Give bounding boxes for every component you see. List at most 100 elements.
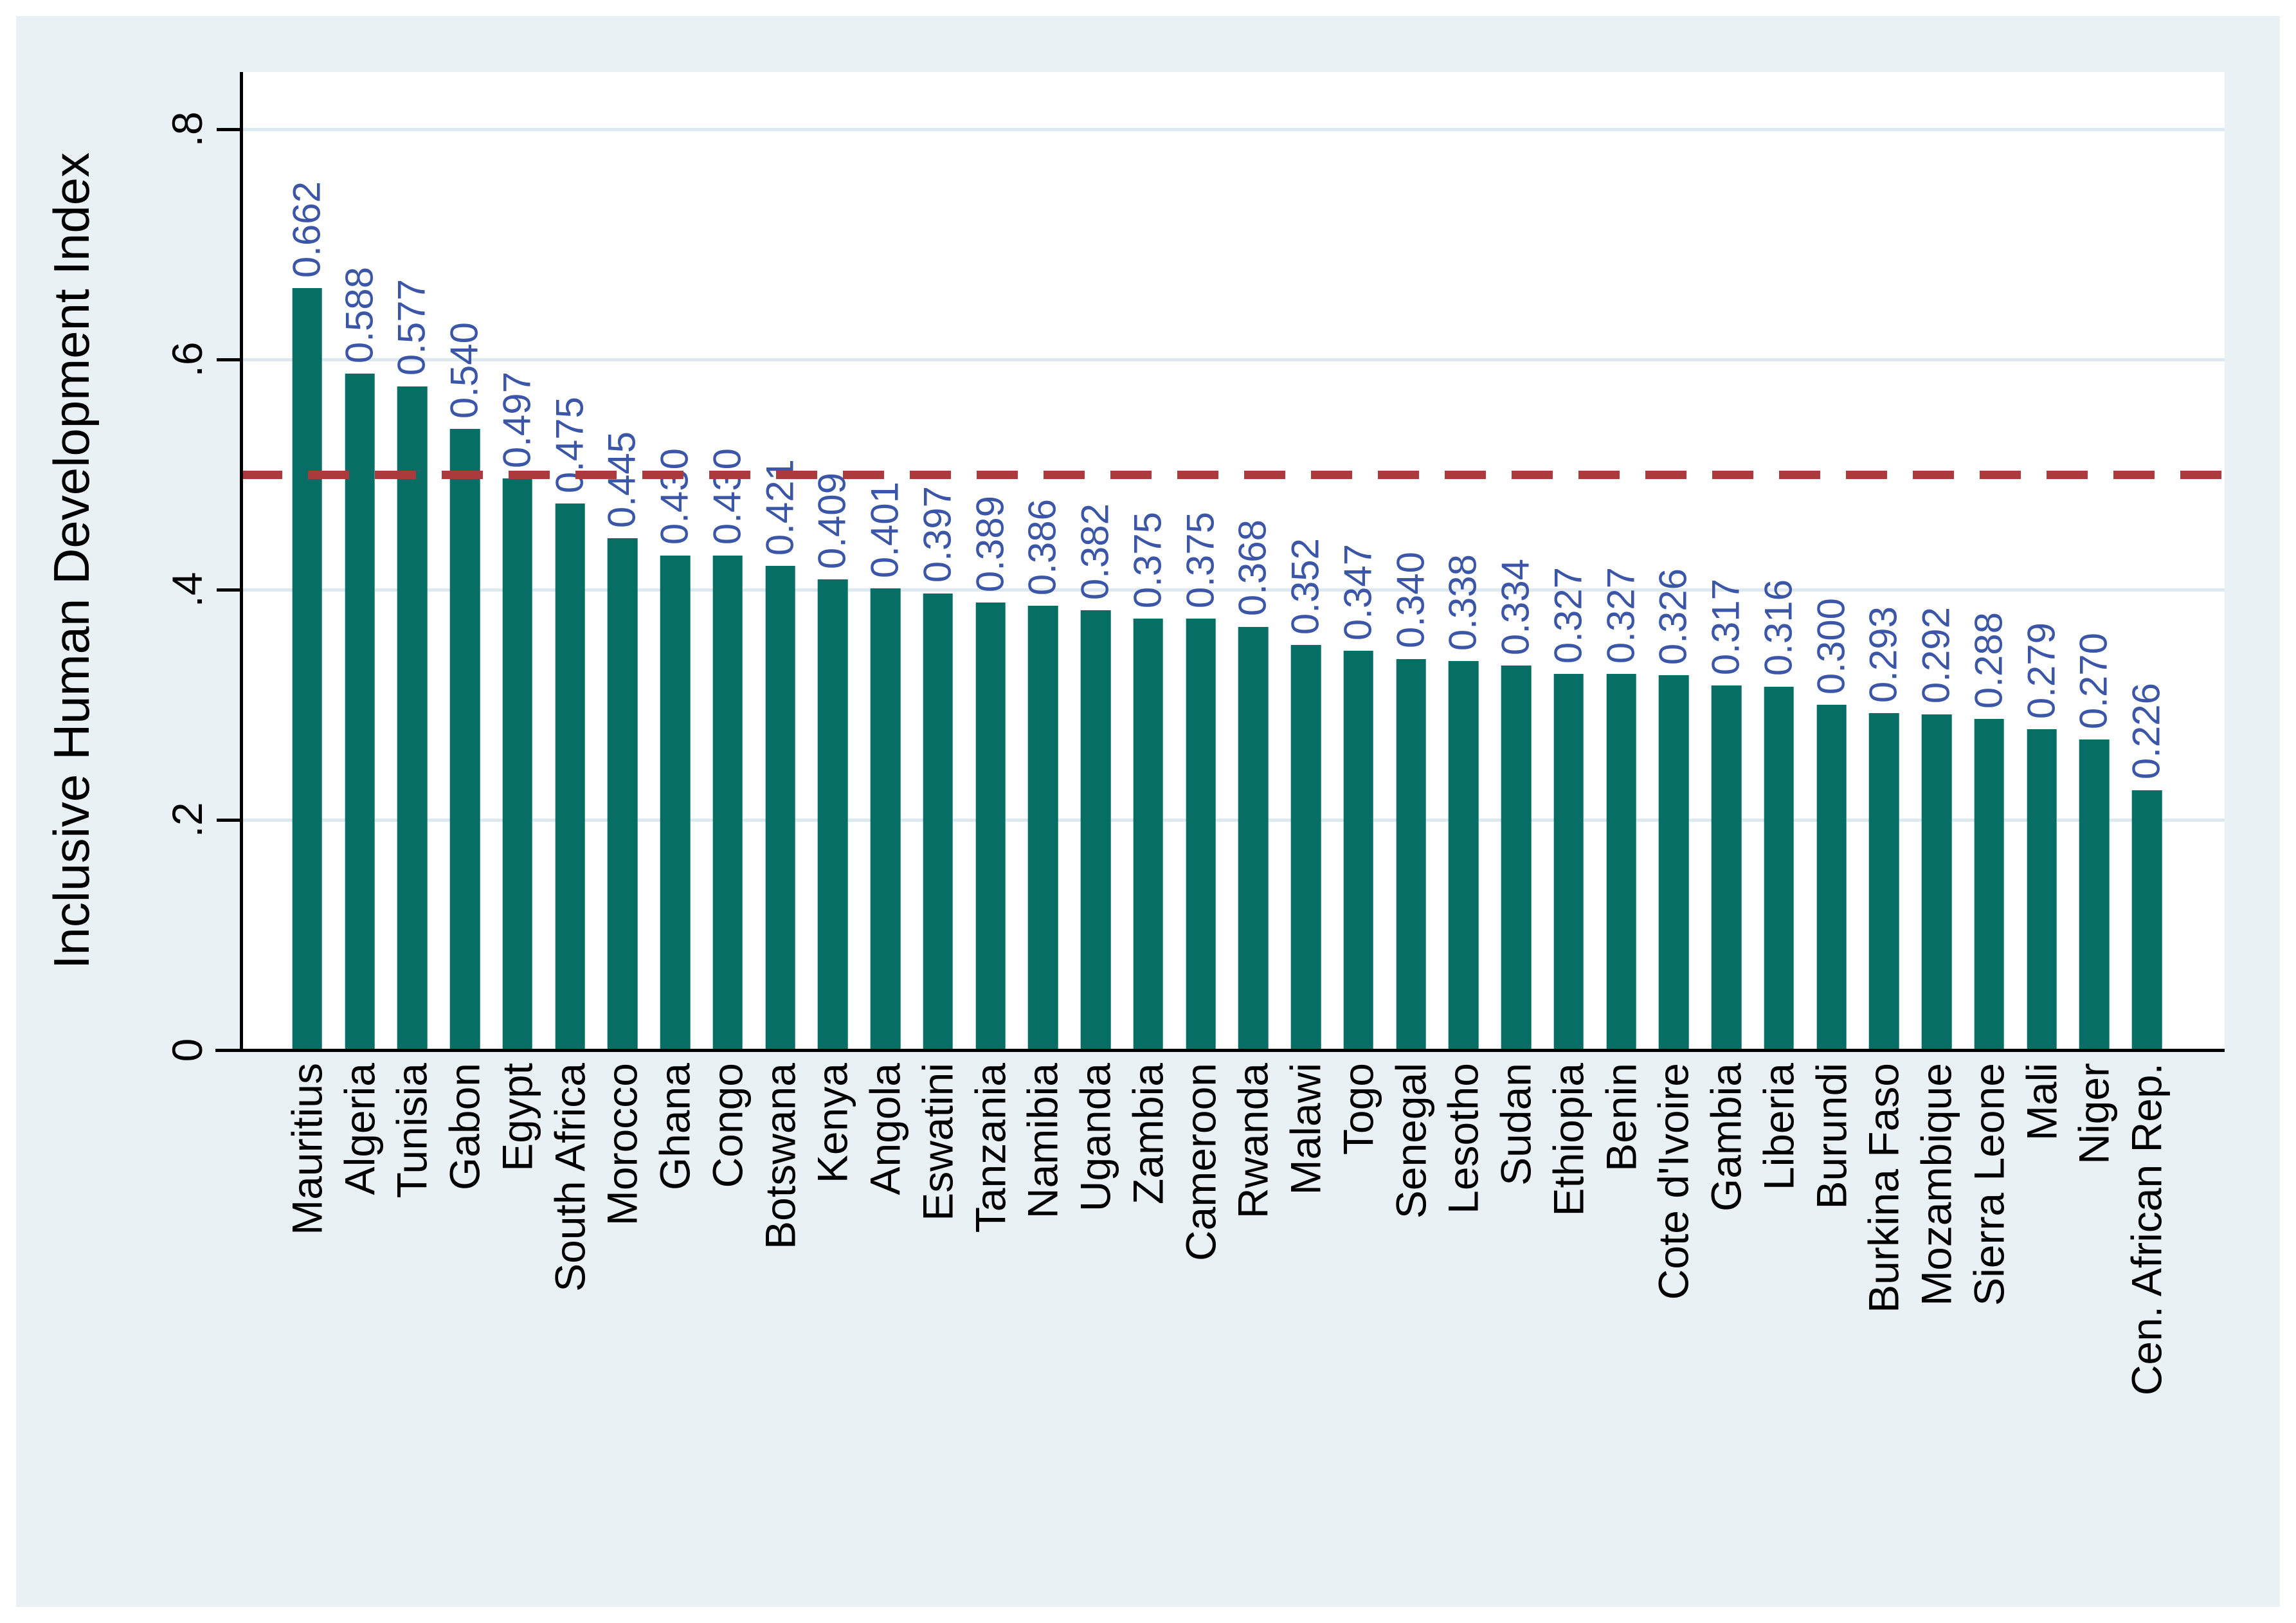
- y-axis-line: [240, 72, 243, 1052]
- y-axis-tick-label: .4: [163, 572, 211, 608]
- bar: [1816, 705, 1847, 1050]
- bar-group: 0.375 Zambia: [1122, 72, 1175, 1204]
- category-label: Zambia: [1124, 1063, 1172, 1205]
- category-label: Burundi: [1807, 1063, 1855, 1210]
- bar-group: 0.288 Sierra Leone: [1963, 72, 2016, 1306]
- y-gridline: [241, 818, 2225, 822]
- category-label: Kenya: [808, 1063, 856, 1184]
- bar-value-label: 0.588: [338, 266, 381, 363]
- bar: [1080, 610, 1111, 1050]
- y-gridline: [241, 588, 2225, 592]
- bar-value-label: 0.340: [1389, 552, 1433, 649]
- category-label: Egypt: [493, 1063, 541, 1172]
- y-axis-tick: [217, 818, 241, 822]
- bar-value-label: 0.292: [1914, 607, 1958, 704]
- category-label: Togo: [1334, 1063, 1382, 1156]
- bar-group: 0.327 Benin: [1595, 72, 1648, 1172]
- bar-value-label: 0.375: [1126, 511, 1170, 608]
- bar: [712, 555, 743, 1050]
- bar-value-label: 0.352: [1283, 538, 1327, 635]
- category-label: Ghana: [651, 1063, 699, 1191]
- bar-group: 0.279 Mali: [2016, 72, 2068, 1141]
- category-label: Senegal: [1386, 1063, 1434, 1219]
- bar-group: 0.401 Angola: [859, 72, 912, 1195]
- y-axis-tick: [217, 358, 241, 361]
- bar: [1711, 685, 1742, 1050]
- bar-value-label: 0.293: [1861, 606, 1905, 703]
- category-label: South Africa: [545, 1063, 593, 1292]
- bar-group: 0.421 Botswana: [754, 72, 807, 1249]
- category-label: Morocco: [598, 1063, 646, 1226]
- bar-value-label: 0.497: [495, 371, 539, 468]
- bar-group: 0.445 Morocco: [597, 72, 649, 1226]
- bar: [975, 602, 1006, 1050]
- bar-value-label: 0.316: [1757, 579, 1800, 676]
- y-axis-title: Inclusive Human Development Index: [43, 152, 100, 970]
- bar-value-label: 0.540: [442, 322, 486, 419]
- category-label: Eswatini: [914, 1063, 962, 1221]
- bar-value-label: 0.577: [390, 279, 433, 376]
- bar-group: 0.316 Liberia: [1753, 72, 1805, 1190]
- bar: [1869, 712, 1899, 1050]
- bar: [1449, 661, 1479, 1050]
- bar: [1764, 686, 1794, 1050]
- bar-group: 0.292 Mozambique: [1910, 72, 1963, 1306]
- bar-value-label: 0.317: [1704, 578, 1748, 675]
- bar-group: 0.430 Ghana: [649, 72, 701, 1190]
- bar: [397, 386, 428, 1050]
- bar: [449, 428, 480, 1050]
- category-label: Cameroon: [1176, 1063, 1224, 1262]
- y-axis-tick-label: 0: [163, 1038, 211, 1062]
- bar-value-label: 0.338: [1441, 554, 1485, 651]
- bar: [660, 555, 691, 1050]
- bar-value-label: 0.226: [2124, 683, 2168, 780]
- bar-group: 0.409 Kenya: [807, 72, 860, 1183]
- bar: [923, 593, 954, 1050]
- bar-group: 0.397 Eswatini: [912, 72, 964, 1220]
- bar-group: 0.475 South Africa: [544, 72, 597, 1292]
- category-label: Mozambique: [1912, 1063, 1960, 1306]
- bar: [1501, 666, 1532, 1050]
- bar: [1396, 658, 1426, 1050]
- x-axis-line: [215, 1049, 2225, 1052]
- bar: [818, 579, 848, 1050]
- category-label: Namibia: [1018, 1063, 1067, 1219]
- bar: [765, 565, 795, 1050]
- bar-value-label: 0.300: [1809, 598, 1853, 695]
- bar-group: 0.270 Niger: [2068, 72, 2121, 1165]
- bar-value-label: 0.326: [1651, 568, 1695, 665]
- bar-group: 0.334 Sudan: [1490, 72, 1542, 1186]
- y-gridline: [241, 127, 2225, 131]
- bar-group: 0.300 Burundi: [1805, 72, 1858, 1209]
- category-label: Niger: [2070, 1063, 2118, 1165]
- bar-group: 0.577 Tunisia: [386, 72, 439, 1198]
- category-label: Botswana: [755, 1063, 804, 1249]
- bar-value-label: 0.397: [916, 486, 959, 583]
- category-label: Mali: [2017, 1063, 2065, 1141]
- bar: [502, 478, 533, 1050]
- category-label: Cen. African Rep.: [2122, 1063, 2171, 1396]
- bar-value-label: 0.382: [1073, 503, 1117, 601]
- category-label: Rwanda: [1229, 1063, 1277, 1219]
- bar-group: 0.375 Cameroon: [1175, 72, 1227, 1261]
- bar-value-label: 0.430: [705, 448, 749, 545]
- bar: [2079, 739, 2110, 1050]
- bar-group: 0.327 Ethiopia: [1542, 72, 1595, 1217]
- bar-group: 0.540 Gabon: [438, 72, 491, 1191]
- bar-value-label: 0.389: [968, 495, 1012, 592]
- bar-value-label: 0.327: [1546, 567, 1590, 664]
- bars-container: 0.662 Mauritius 0.588 Algeria 0.577 Tunisia 0.…: [241, 72, 2225, 1395]
- bar-group: 0.352 Malawi: [1279, 72, 1332, 1195]
- bar-group: 0.382 Uganda: [1069, 72, 1122, 1211]
- bar-group: 0.326 Cote d'Ivoire: [1648, 72, 1701, 1300]
- bar-value-label: 0.430: [653, 448, 696, 545]
- bar: [292, 288, 323, 1050]
- category-label: Sierra Leone: [1965, 1063, 2013, 1306]
- category-label: Algeria: [335, 1063, 383, 1195]
- y-gridline: [241, 358, 2225, 361]
- bar-value-label: 0.445: [600, 431, 644, 528]
- y-axis-tick: [217, 588, 241, 592]
- bar: [1659, 675, 1689, 1050]
- y-axis-tick-label: .8: [163, 111, 211, 147]
